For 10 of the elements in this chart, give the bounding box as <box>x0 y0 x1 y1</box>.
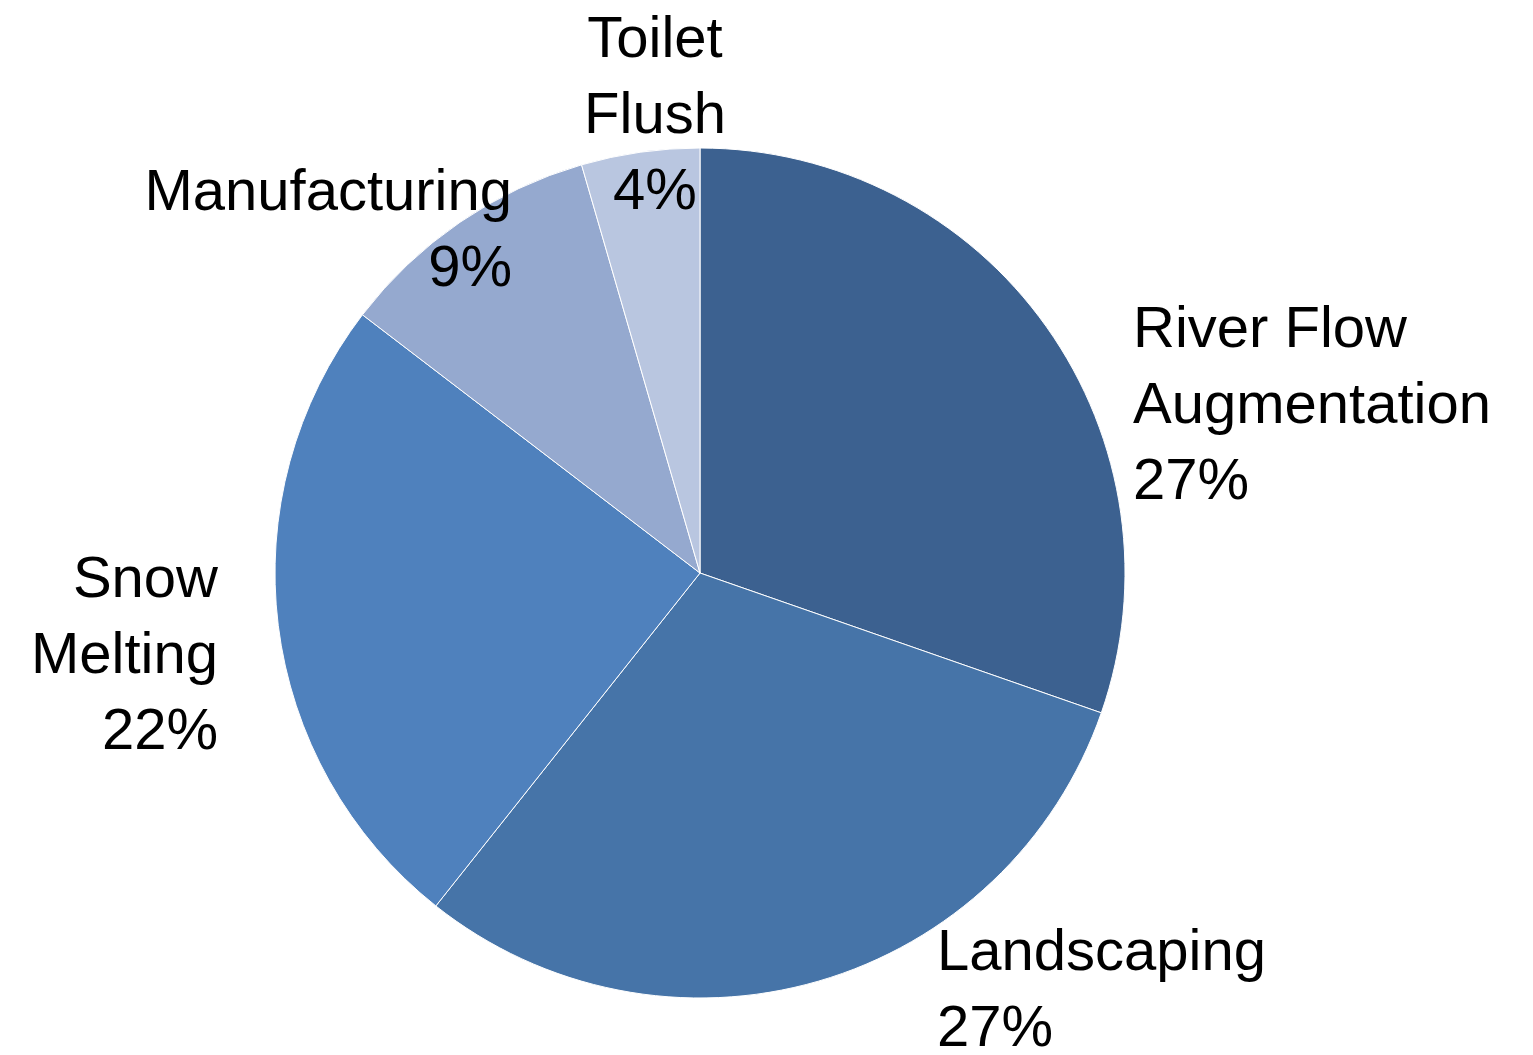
data-label: 27% <box>1133 446 1250 511</box>
data-label: 22% <box>101 696 218 761</box>
slice-label: Toilet Flush <box>584 4 726 145</box>
slice-label: Landscaping <box>937 917 1266 982</box>
data-label: 9% <box>428 233 512 298</box>
data-label: 4% <box>613 156 697 221</box>
slice-label: Manufacturing <box>144 157 512 222</box>
slice-label: River Flow Augmentation <box>1133 294 1491 435</box>
slice-label: Snow Melting <box>31 544 220 685</box>
data-label: 27% <box>937 993 1054 1055</box>
